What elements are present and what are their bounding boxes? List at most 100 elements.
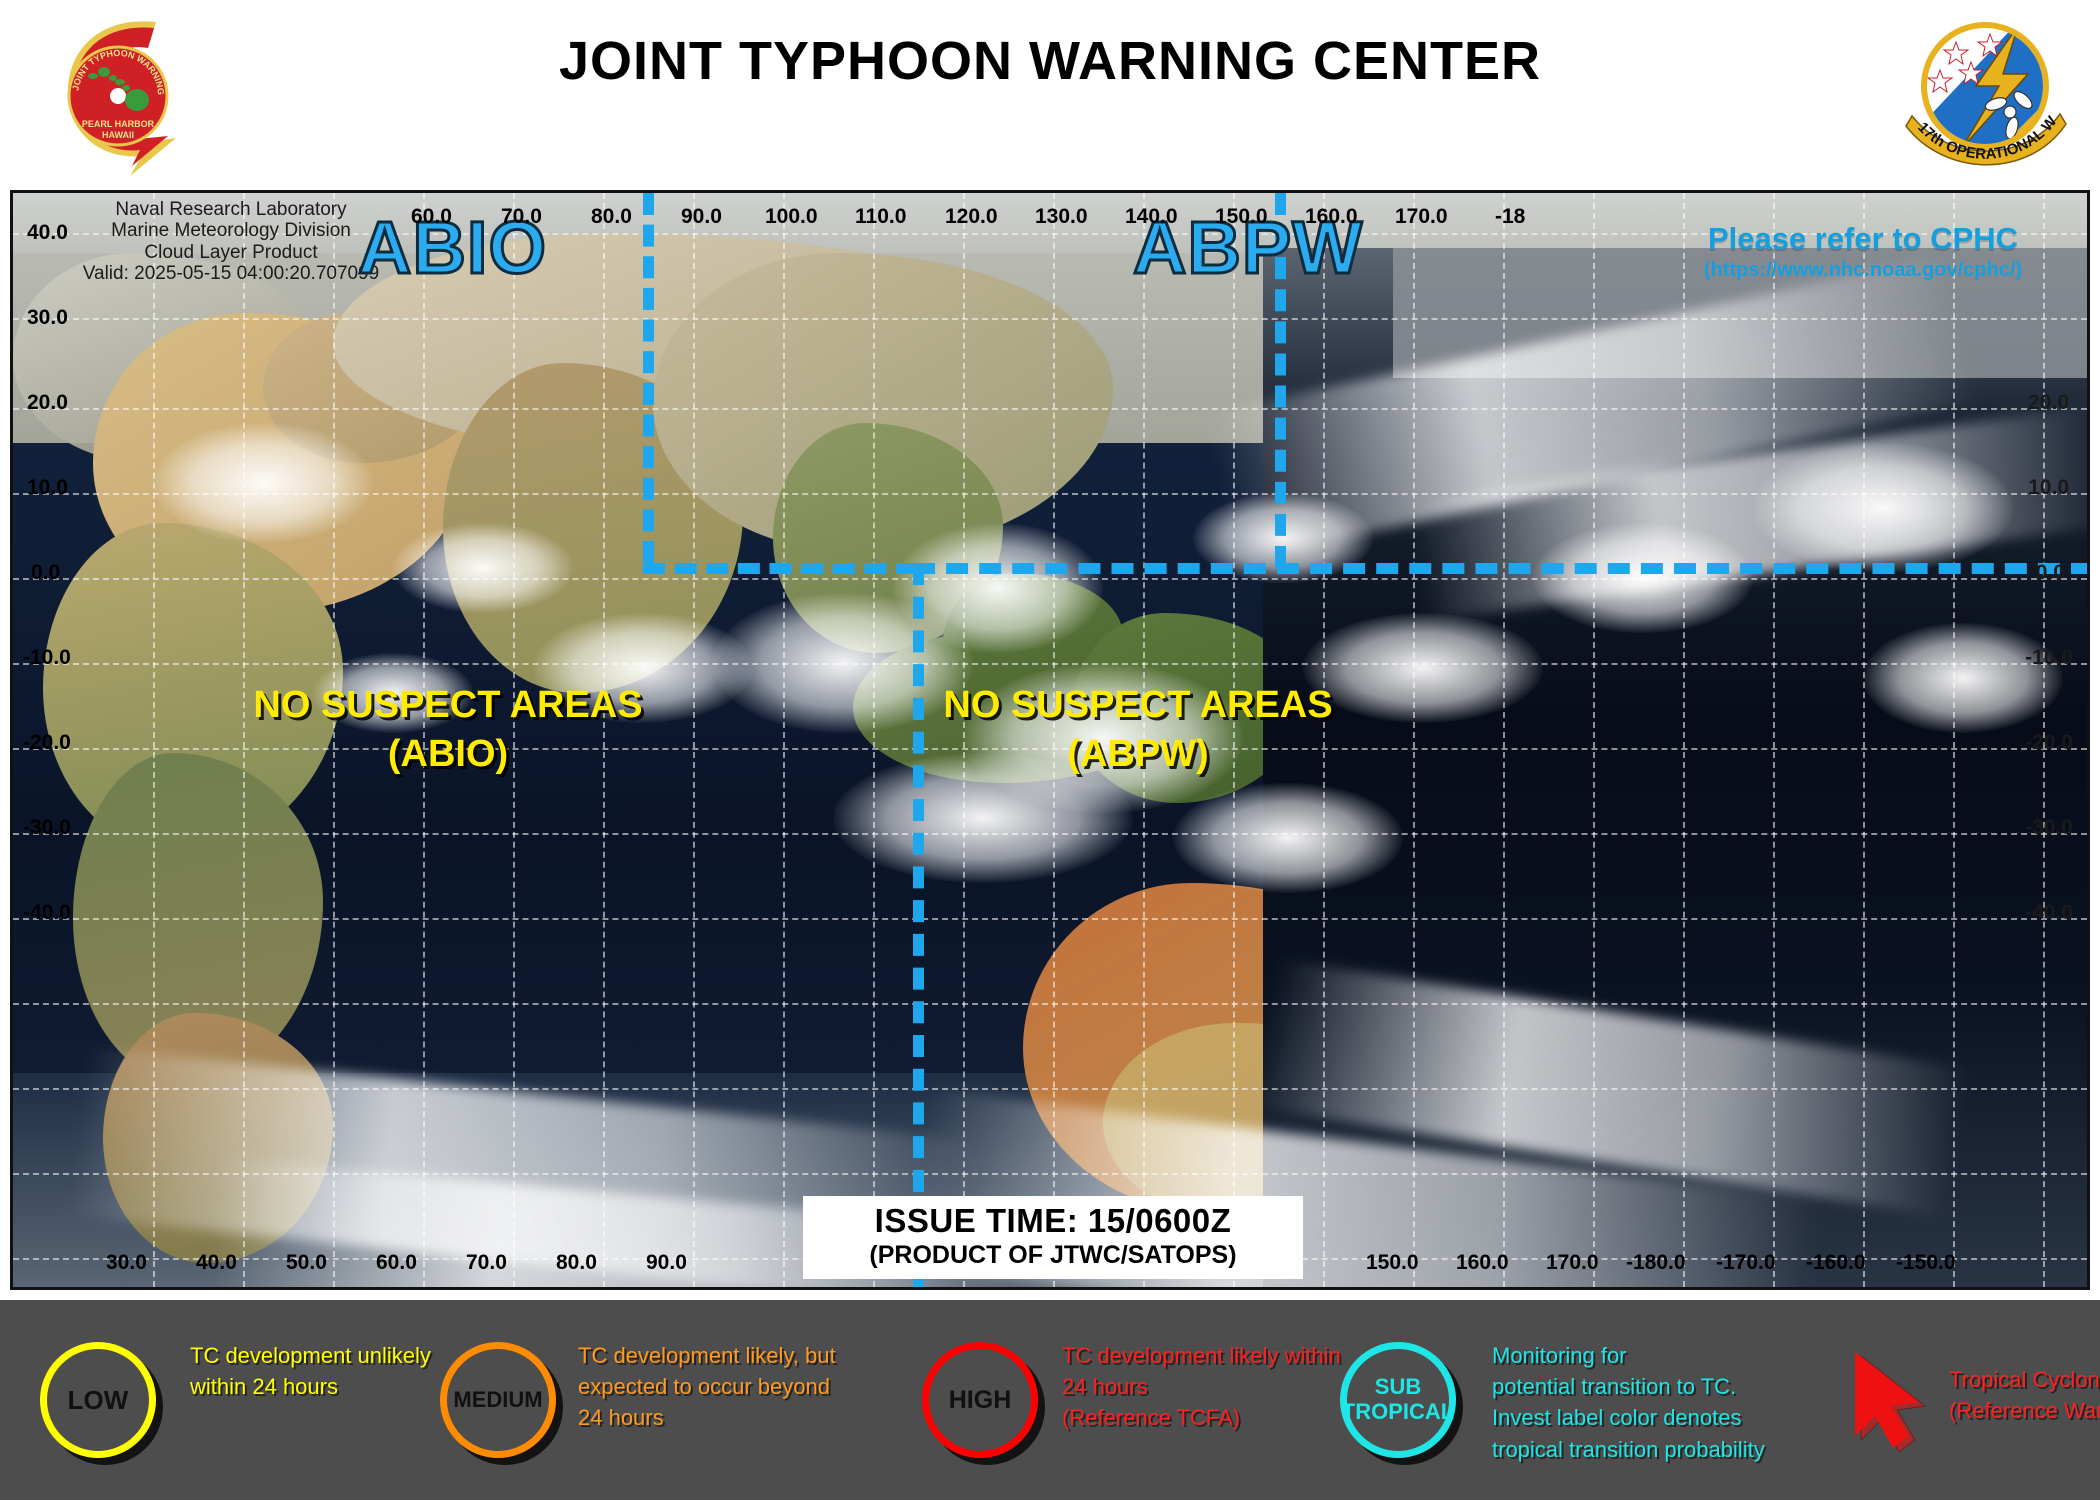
nrl-product-info: Naval Research Laboratory Marine Meteoro…	[51, 199, 411, 284]
aor-line-equator-west	[643, 563, 918, 574]
lon-bottom-label: -170.0	[1716, 1251, 1776, 1274]
issue-time-product: (PRODUCT OF JTWC/SATOPS)	[869, 1241, 1237, 1269]
legend-text-high-line2: 24 hours	[1062, 1374, 1148, 1400]
issue-time-box: ISSUE TIME: 15/0600Z (PRODUCT OF JTWC/SA…	[803, 1196, 1303, 1279]
legend-item-tropical-cyclone[interactable]: Tropical Cyclone (Reference Warning)	[1845, 1318, 2100, 1482]
lon-top-label: 80.0	[591, 205, 632, 228]
lon-top-label: 90.0	[681, 205, 722, 228]
lat-right-label: 20.0	[2028, 391, 2069, 414]
basin-label-abio: ABIO	[357, 205, 548, 291]
legend-text-subtropical-line1: Monitoring for	[1492, 1343, 1627, 1368]
lat-right-label: 0.0	[2035, 561, 2065, 584]
lon-bottom-label: 150.0	[1366, 1251, 1419, 1274]
legend-bar: LOW TC development unlikely within 24 ho…	[0, 1300, 2100, 1500]
lon-top-label: 160.0	[1305, 205, 1358, 228]
lon-top-label: 150.0	[1215, 205, 1268, 228]
lat-left-label: -20.0	[23, 731, 71, 754]
nrl-line-1: Naval Research Laboratory	[115, 199, 347, 220]
legend-badge-subtropical-line1: SUB	[1374, 1374, 1422, 1400]
lon-bottom-label: 60.0	[376, 1251, 417, 1274]
lon-top-label: -18	[1495, 205, 1526, 228]
legend-text-subtropical-line4: tropical transition probability	[1492, 1436, 1765, 1462]
lat-left-label: -30.0	[23, 816, 71, 839]
legend-text-high-line3: (Reference TCFA)	[1062, 1405, 1241, 1431]
red-arrow-icon	[1845, 1344, 1935, 1454]
lon-top-label: 110.0	[855, 205, 907, 228]
lon-bottom-label: 30.0	[106, 1251, 147, 1274]
lon-bottom-label: 170.0	[1546, 1251, 1599, 1274]
lat-left-label: -40.0	[23, 901, 71, 924]
lat-left-label: 0.0	[31, 561, 61, 584]
no-suspect-areas-abio: NO SUSPECT AREAS (ABIO)	[223, 681, 673, 778]
legend-text-subtropical-line2: potential transition to TC.	[1492, 1374, 1737, 1400]
cphc-notice-url[interactable]: (https://www.nhc.noaa.gov/cphc/)	[1703, 259, 2023, 281]
lat-right-label: 10.0	[2028, 476, 2069, 499]
lat-left-label: -10.0	[23, 646, 71, 669]
legend-text-low-line1: TC development unlikely	[190, 1343, 431, 1368]
cphc-notice[interactable]: Please refer to CPHC (https://www.nhc.no…	[1653, 221, 2073, 282]
lat-right-label: -40.0	[2025, 901, 2073, 924]
lat-left-label: 30.0	[27, 306, 68, 329]
lon-bottom-label: 70.0	[466, 1251, 507, 1274]
no-suspect-abpw-line2: (ABPW)	[1067, 732, 1209, 775]
legend-text-low: TC development unlikely within 24 hours	[190, 1340, 460, 1402]
legend-badge-high: HIGH	[922, 1342, 1038, 1458]
lat-left-label: 10.0	[27, 476, 68, 499]
nrl-line-2: Marine Meteorology Division	[111, 220, 351, 242]
legend-item-low[interactable]: LOW TC development unlikely within 24 ho…	[40, 1318, 460, 1482]
legend-badge-medium: MEDIUM	[440, 1342, 556, 1458]
lon-bottom-label: 160.0	[1456, 1251, 1509, 1274]
cphc-notice-line1: Please refer to CPHC	[1707, 221, 2019, 256]
lat-left-label: 20.0	[27, 391, 68, 414]
jtwc-seal-logo: JOINT TYPHOON WARNING CENTER PEARL HARBO…	[35, 2, 198, 180]
no-suspect-areas-abpw: NO SUSPECT AREAS (ABPW)	[913, 681, 1363, 778]
lon-top-label: 120.0	[945, 205, 998, 228]
lon-top-label: 140.0	[1125, 205, 1178, 228]
basin-label-abpw: ABPW	[1131, 205, 1364, 291]
legend-text-tc-line1: Tropical Cyclone	[1949, 1367, 2100, 1392]
legend-text-tc-line2: (Reference Warning)	[1949, 1398, 2100, 1424]
lat-right-label: -30.0	[2025, 816, 2073, 839]
lon-bottom-label: 80.0	[556, 1251, 597, 1274]
lat-right-label: -20.0	[2025, 731, 2073, 754]
no-suspect-abio-line2: (ABIO)	[387, 732, 509, 775]
no-suspect-abio-line1: NO SUSPECT AREAS	[253, 684, 643, 726]
legend-text-subtropical-line3: Invest label color denotes	[1492, 1405, 1742, 1431]
lon-bottom-label: -160.0	[1806, 1251, 1866, 1274]
aor-line-135e	[913, 563, 924, 1287]
lon-bottom-label: 50.0	[286, 1251, 327, 1274]
lon-bottom-label: 40.0	[196, 1251, 237, 1274]
aor-line-180	[1275, 193, 1286, 568]
legend-badge-low: LOW	[40, 1342, 156, 1458]
jtwc-seal-line1: PEARL HARBOR	[82, 119, 155, 129]
page-title: JOINT TYPHOON WARNING CENTER	[558, 31, 1542, 91]
legend-badge-subtropical-line2: TROPICAL	[1341, 1399, 1455, 1424]
page-header: JOINT TYPHOON WARNING CENTER PEARL HARBO…	[0, 0, 2100, 190]
aor-line-100e	[643, 193, 654, 563]
legend-text-subtropical: Monitoring for potential transition to T…	[1492, 1340, 1852, 1465]
legend-badge-subtropical: SUB TROPICAL	[1340, 1342, 1456, 1458]
lat-right-label: -10.0	[2025, 646, 2073, 669]
lon-top-label: 60.0	[411, 205, 452, 228]
legend-text-medium-line1: TC development likely, but	[578, 1343, 836, 1368]
legend-item-subtropical[interactable]: SUB TROPICAL Monitoring for potential tr…	[1340, 1318, 1860, 1482]
jtwc-seal-line2: HAWAII	[102, 130, 134, 140]
lon-bottom-label: -150.0	[1896, 1251, 1956, 1274]
legend-text-low-line2: within 24 hours	[190, 1374, 338, 1400]
lon-top-label: 170.0	[1395, 205, 1448, 228]
no-suspect-abpw-line1: NO SUSPECT AREAS	[943, 684, 1333, 726]
satellite-map[interactable]: Naval Research Laboratory Marine Meteoro…	[10, 190, 2090, 1290]
legend-text-tropical-cyclone: Tropical Cyclone (Reference Warning)	[1949, 1364, 2100, 1426]
legend-item-medium[interactable]: MEDIUM TC development likely, but expect…	[440, 1318, 900, 1482]
lon-top-label: 130.0	[1035, 205, 1088, 228]
aor-line-equator-east	[913, 563, 2087, 574]
nrl-line-3: Cloud Layer Product	[144, 241, 318, 263]
lon-bottom-label: -180.0	[1626, 1251, 1686, 1274]
cloud-layer-satellite-imagery	[13, 193, 2087, 1287]
legend-text-high-line1: TC development likely within	[1062, 1343, 1341, 1368]
lon-bottom-label: 90.0	[646, 1251, 687, 1274]
lon-top-label: 70.0	[501, 205, 542, 228]
legend-item-high[interactable]: HIGH TC development likely within 24 hou…	[922, 1318, 1362, 1482]
lon-top-label: 100.0	[765, 205, 818, 228]
nrl-valid-time: Valid: 2025-05-15 04:00:20.707099	[82, 262, 380, 284]
